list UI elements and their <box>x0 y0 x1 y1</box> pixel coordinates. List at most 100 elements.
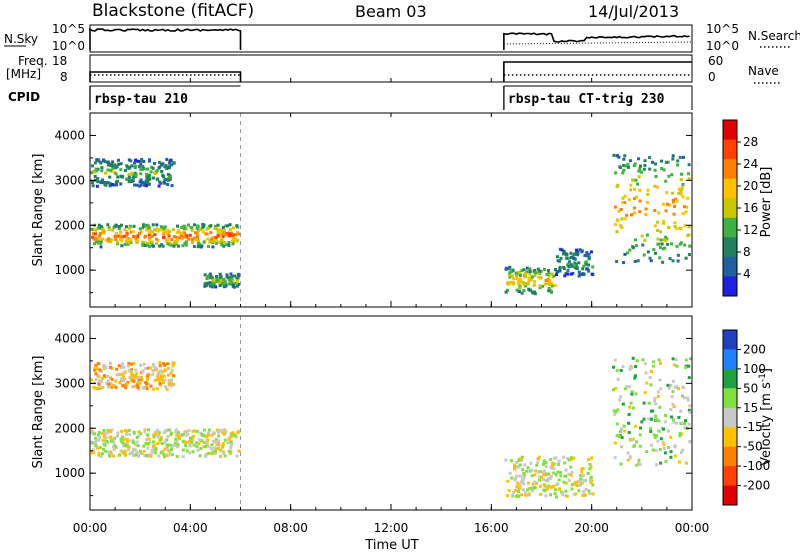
power-pixel <box>165 230 169 234</box>
velocity-pixel <box>656 395 660 398</box>
power-pixel <box>170 163 174 167</box>
velocity-pixel <box>125 444 129 448</box>
velocity-pixel <box>579 478 583 481</box>
power-pixel <box>567 256 571 260</box>
power-pixel <box>622 157 626 161</box>
velocity-pixel <box>226 441 230 445</box>
velocity-pixel <box>521 478 525 482</box>
power-pixel <box>114 238 118 242</box>
power-pixel <box>580 250 584 254</box>
velocity-pixel <box>118 381 122 385</box>
velocity-pixel <box>102 447 105 451</box>
power-pixel <box>168 166 171 170</box>
velocity-pixel <box>98 379 102 383</box>
power-pixel <box>99 231 102 235</box>
power-pixel <box>515 277 519 281</box>
velocity-pixel <box>627 421 631 425</box>
velocity-pixel <box>579 474 583 477</box>
power-pixel <box>167 234 171 238</box>
velocity-pixel <box>577 480 581 483</box>
velocity-pixel <box>145 453 148 457</box>
power-pixel <box>215 275 218 278</box>
power-pixel <box>151 223 155 227</box>
power-pixel <box>549 289 553 293</box>
velocity-pixel <box>118 453 122 457</box>
power-pixel <box>219 278 223 282</box>
velocity-pixel <box>687 376 691 380</box>
power-pixel <box>528 272 532 276</box>
velocity-pixel <box>163 368 167 372</box>
velocity-pixel <box>170 379 173 383</box>
velocity-pixel <box>97 382 101 386</box>
velocity-pixel <box>659 437 663 441</box>
velocity-pixel <box>535 481 538 485</box>
velocity-pixel <box>229 435 233 439</box>
power-pixel <box>682 155 685 159</box>
power-pixel <box>201 223 205 226</box>
power-pixel <box>573 261 577 265</box>
velocity-pixel <box>205 441 209 445</box>
velocity-pixel <box>519 457 523 461</box>
velocity-pixel <box>113 444 117 448</box>
power-pixel <box>184 240 188 244</box>
velocity-pixel <box>195 445 199 449</box>
velocity-pixel <box>92 386 96 389</box>
velocity-pixel <box>654 402 658 406</box>
velocity-pixel <box>206 431 210 435</box>
power-pixel <box>619 224 623 228</box>
power-pixel <box>185 234 189 238</box>
power-pixel <box>150 240 154 244</box>
velocity-pixel <box>152 364 156 368</box>
velocity-pixel <box>556 482 560 486</box>
power-pixel <box>226 276 230 280</box>
velocity-pixel <box>556 462 560 466</box>
velocity-pixel <box>652 433 656 437</box>
velocity-pixel <box>94 377 98 381</box>
velocity-pixel <box>221 442 225 445</box>
power-pixel <box>584 262 588 266</box>
power-pixel <box>144 244 147 247</box>
power-pixel <box>666 202 669 206</box>
power-pixel <box>180 232 184 236</box>
beam-title: Beam 03 <box>355 2 427 21</box>
power-pixel <box>569 251 573 255</box>
velocity-pixel <box>195 441 198 445</box>
velocity-pixel <box>518 486 522 490</box>
power-pixel <box>231 233 235 237</box>
velocity-pixel <box>542 473 546 476</box>
power-pixel <box>203 284 207 288</box>
velocity-pixel <box>137 434 141 438</box>
power-pixel <box>621 171 625 175</box>
velocity-pixel <box>552 471 556 475</box>
velocity-pixel <box>590 456 594 460</box>
velocity-pixel <box>111 384 115 388</box>
power-pixel <box>566 269 570 273</box>
power-pixel <box>131 230 135 234</box>
power-pixel <box>124 169 127 172</box>
power-pixel <box>188 233 192 237</box>
velocity-pixel <box>214 438 218 442</box>
power-pixel <box>120 235 124 239</box>
velocity-pixel <box>666 383 670 387</box>
power-pixel <box>515 288 519 292</box>
power-pixel <box>190 237 194 241</box>
velocity-pixel <box>577 489 581 493</box>
power-pixel <box>99 161 103 165</box>
velocity-pixel <box>230 433 234 437</box>
power-pixel <box>529 278 533 282</box>
velocity-pixel <box>213 446 217 450</box>
power-pixel <box>126 177 130 181</box>
velocity-pixel <box>512 490 516 494</box>
power-pixel <box>214 241 218 245</box>
velocity-pixel <box>655 418 658 421</box>
velocity-pixel <box>552 467 556 470</box>
velocity-pixel <box>181 433 185 437</box>
velocity-pixel <box>159 437 163 441</box>
velocity-pixel <box>100 452 104 456</box>
power-pixel <box>113 163 117 167</box>
velocity-pixel <box>549 474 553 478</box>
velocity-pixel <box>530 474 534 478</box>
power-pixel <box>128 165 132 169</box>
power-pixel <box>138 227 142 231</box>
power-pixel <box>151 176 155 180</box>
